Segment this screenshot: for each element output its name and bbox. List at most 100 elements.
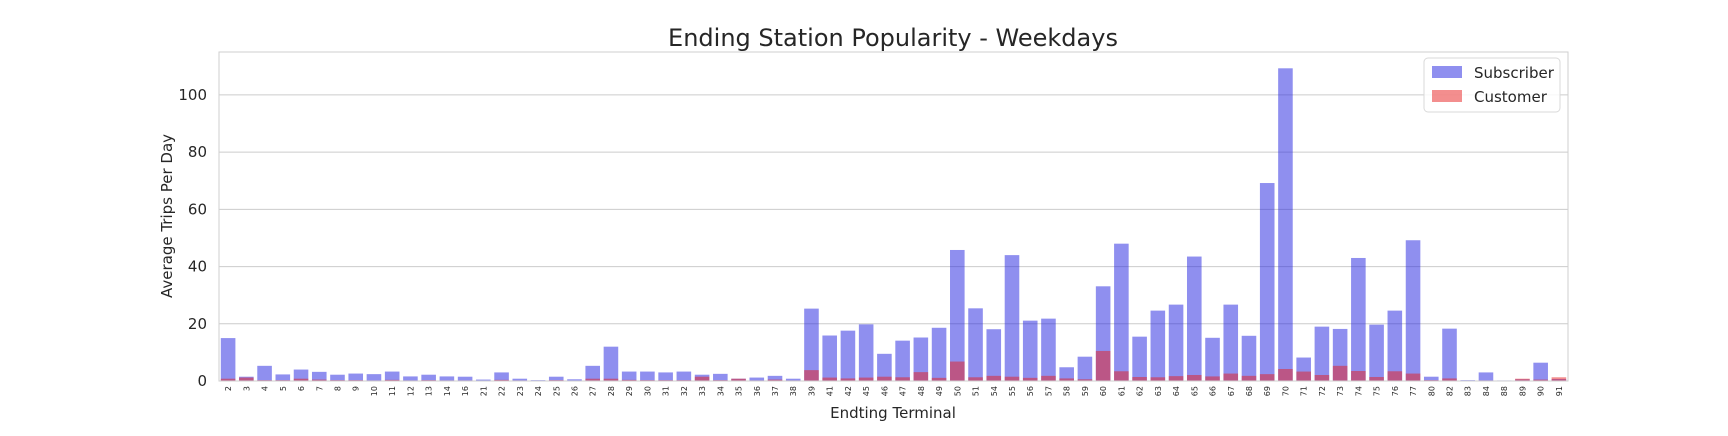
bar-customer-51 xyxy=(968,377,983,381)
bar-customer-47 xyxy=(895,377,910,381)
x-tick-label: 21 xyxy=(479,386,488,396)
plot-background xyxy=(219,52,1568,381)
x-tick-label: 6 xyxy=(297,386,306,391)
x-tick-label: 49 xyxy=(935,386,944,396)
bar-customer-41 xyxy=(822,378,837,381)
x-tick-label: 8 xyxy=(333,386,342,391)
x-tick-label: 34 xyxy=(716,386,725,396)
bar-subscriber-13 xyxy=(421,375,436,381)
x-tick-label: 16 xyxy=(461,386,470,396)
bar-subscriber-69 xyxy=(1260,183,1275,381)
bar-customer-39 xyxy=(804,370,819,381)
bar-subscriber-12 xyxy=(403,376,418,381)
bar-subscriber-16 xyxy=(458,377,473,381)
x-tick-label: 36 xyxy=(753,386,762,396)
bar-subscriber-63 xyxy=(1151,311,1166,381)
bar-subscriber-10 xyxy=(367,374,382,381)
x-axis-label: Endting Terminal xyxy=(830,404,956,422)
bar-customer-62 xyxy=(1132,377,1147,381)
bar-subscriber-64 xyxy=(1169,305,1184,381)
bar-subscriber-61 xyxy=(1114,244,1129,381)
x-tick-label: 84 xyxy=(1482,386,1491,396)
x-tick-label: 63 xyxy=(1154,386,1163,396)
x-tick-label: 3 xyxy=(242,386,251,391)
x-tick-label: 72 xyxy=(1318,386,1327,396)
bar-customer-72 xyxy=(1315,375,1330,381)
bar-customer-57 xyxy=(1041,376,1056,381)
bar-customer-45 xyxy=(859,378,874,381)
bar-subscriber-5 xyxy=(276,374,291,381)
x-tick-label: 37 xyxy=(771,386,780,396)
bar-subscriber-84 xyxy=(1479,372,1494,381)
bar-subscriber-66 xyxy=(1205,338,1220,381)
bar-subscriber-56 xyxy=(1023,321,1038,381)
bar-customer-64 xyxy=(1169,376,1184,381)
x-tick-label: 35 xyxy=(735,386,744,396)
legend-label-customer: Customer xyxy=(1474,88,1548,106)
bar-customer-73 xyxy=(1333,366,1348,381)
x-tick-label: 69 xyxy=(1263,386,1272,396)
legend-swatch-customer xyxy=(1432,90,1462,102)
bar-customer-76 xyxy=(1388,371,1403,381)
x-tick-label: 32 xyxy=(680,386,689,396)
x-tick-label: 22 xyxy=(498,386,507,396)
bar-subscriber-72 xyxy=(1315,327,1330,381)
x-tick-label: 58 xyxy=(1063,386,1072,396)
bar-subscriber-55 xyxy=(1005,255,1020,381)
bar-subscriber-90 xyxy=(1533,363,1548,381)
y-tick-label: 40 xyxy=(188,258,207,276)
x-tick-label: 54 xyxy=(990,386,999,396)
bar-subscriber-4 xyxy=(257,366,272,381)
bar-subscriber-49 xyxy=(932,328,947,381)
legend-swatch-subscriber xyxy=(1432,66,1462,78)
x-tick-label: 41 xyxy=(826,386,835,396)
bar-subscriber-68 xyxy=(1242,336,1257,381)
x-tick-label: 80 xyxy=(1427,386,1436,396)
bar-customer-54 xyxy=(986,376,1001,381)
y-tick-label: 80 xyxy=(188,143,207,161)
x-tick-label: 67 xyxy=(1227,386,1236,396)
x-tick-label: 47 xyxy=(899,386,908,396)
bar-customer-65 xyxy=(1187,375,1202,381)
bar-subscriber-70 xyxy=(1278,68,1293,381)
bar-customer-3 xyxy=(239,378,254,381)
bar-subscriber-59 xyxy=(1078,357,1093,381)
bar-subscriber-54 xyxy=(986,329,1001,381)
x-tick-label: 91 xyxy=(1555,386,1564,396)
bar-subscriber-31 xyxy=(658,372,673,381)
x-tick-label: 28 xyxy=(607,386,616,396)
bar-subscriber-32 xyxy=(677,372,692,381)
x-tick-label: 7 xyxy=(315,386,324,391)
bar-customer-68 xyxy=(1242,376,1257,381)
bar-subscriber-45 xyxy=(859,324,874,381)
x-tick-label: 5 xyxy=(279,386,288,391)
bar-subscriber-14 xyxy=(440,376,455,381)
y-tick-label: 100 xyxy=(178,86,207,104)
bar-subscriber-22 xyxy=(494,372,509,381)
x-tick-label: 4 xyxy=(261,386,270,391)
bar-customer-50 xyxy=(950,362,965,381)
chart-title: Ending Station Popularity - Weekdays xyxy=(668,24,1118,52)
bar-subscriber-65 xyxy=(1187,257,1202,381)
bar-subscriber-82 xyxy=(1442,329,1457,381)
x-tick-label: 62 xyxy=(1136,386,1145,396)
bar-customer-33 xyxy=(695,377,710,381)
x-tick-label: 50 xyxy=(953,386,962,396)
x-tick-label: 23 xyxy=(516,386,525,396)
bar-subscriber-62 xyxy=(1132,337,1147,381)
bar-customer-63 xyxy=(1151,377,1166,381)
bar-subscriber-41 xyxy=(822,336,837,381)
x-tick-label: 33 xyxy=(698,386,707,396)
x-tick-label: 30 xyxy=(643,386,652,396)
x-tick-label: 45 xyxy=(862,386,871,396)
x-tick-label: 90 xyxy=(1537,386,1546,396)
x-tick-label: 75 xyxy=(1373,386,1382,396)
bar-subscriber-57 xyxy=(1041,319,1056,381)
x-tick-label: 60 xyxy=(1099,386,1108,396)
legend: Subscriber Customer xyxy=(1424,58,1560,112)
x-tick-label: 25 xyxy=(552,386,561,396)
bar-customer-46 xyxy=(877,377,892,381)
